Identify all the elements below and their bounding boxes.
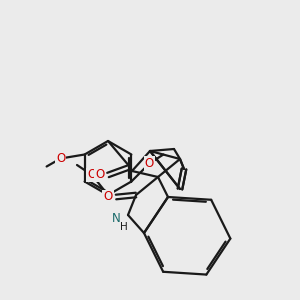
- Text: O: O: [145, 157, 154, 170]
- Text: O: O: [95, 169, 105, 182]
- Text: O: O: [56, 152, 65, 165]
- Text: N: N: [112, 212, 120, 226]
- Text: H: H: [120, 222, 128, 232]
- Text: O: O: [103, 190, 112, 203]
- Text: O: O: [87, 169, 97, 182]
